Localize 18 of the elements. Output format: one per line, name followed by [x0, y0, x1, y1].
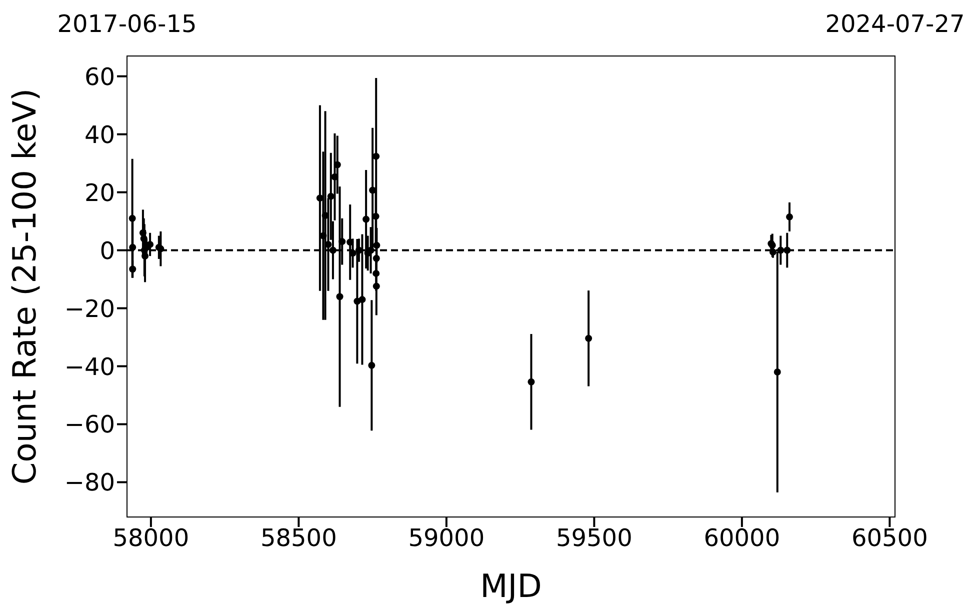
x2-tick-label: 2024-07-27 [825, 10, 965, 38]
x-tick-label: 59500 [556, 524, 632, 552]
y-tick-label: 0 [100, 236, 115, 265]
y-tick-label: −40 [64, 352, 115, 381]
y-tick-label: −80 [64, 468, 115, 497]
y-tick-label: −20 [64, 294, 115, 323]
x-tick-label: 59000 [408, 524, 485, 552]
y-tick-label: 60 [84, 62, 115, 91]
x-tick-label: 60000 [704, 524, 780, 552]
y-tick-label: 40 [84, 120, 115, 149]
x-tick-label: 60500 [852, 524, 928, 552]
x2-tick-label: 2017-06-15 [57, 10, 197, 38]
x-tick-label: 58500 [260, 524, 337, 552]
x-axis-title: MJD [480, 567, 542, 605]
x-tick-label: 58000 [112, 524, 190, 552]
y-tick-label: −60 [64, 410, 115, 439]
y-tick-label: 20 [84, 178, 115, 207]
y-axis-title: Count Rate (25-100 keV) [5, 88, 44, 485]
